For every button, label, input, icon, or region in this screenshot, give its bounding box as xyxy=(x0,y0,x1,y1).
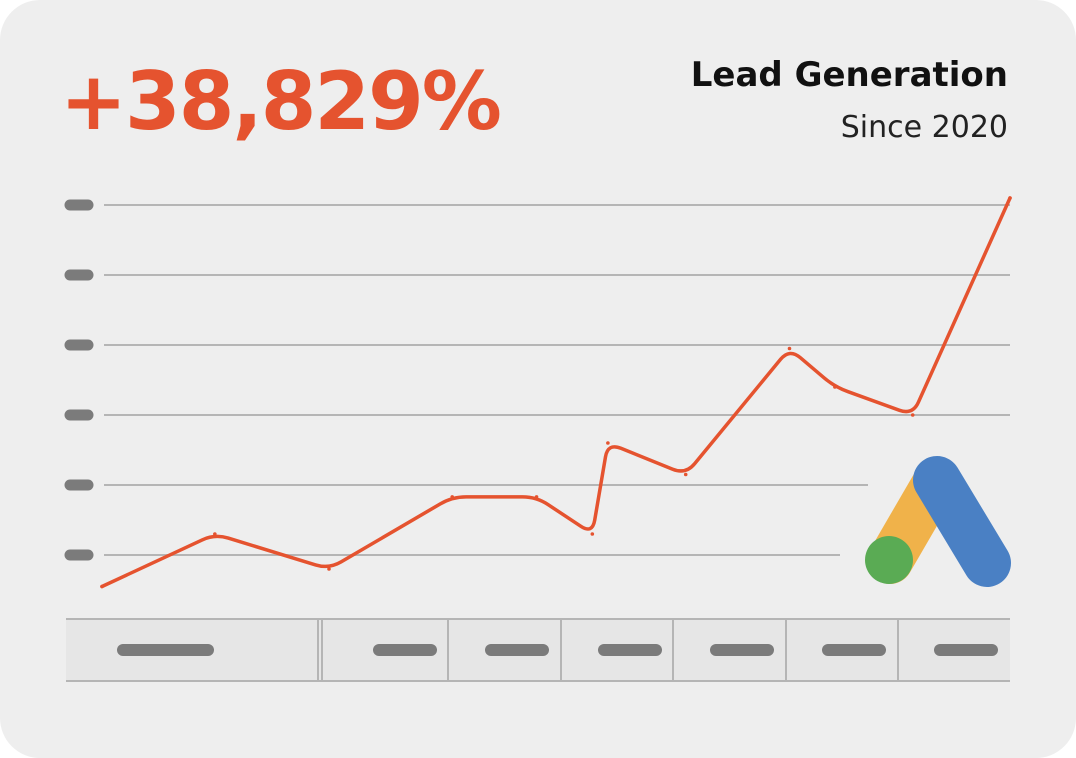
headline-stat: +38,829% xyxy=(60,55,502,148)
gridlines xyxy=(104,204,1010,556)
data-point xyxy=(910,413,915,417)
x-axis-band xyxy=(66,618,1010,682)
data-point xyxy=(787,346,792,351)
chart-title: Lead Generation xyxy=(690,55,1008,95)
data-point xyxy=(1008,196,1012,200)
data-point xyxy=(683,472,688,477)
data-point xyxy=(606,441,610,445)
series-line xyxy=(100,196,1012,589)
data-point xyxy=(327,567,331,571)
data-point xyxy=(590,532,595,536)
data-point xyxy=(450,495,455,499)
y-tick-placeholders xyxy=(64,199,94,561)
logo-green-dot xyxy=(865,536,913,584)
chart-subtitle: Since 2020 xyxy=(840,110,1008,145)
data-point xyxy=(833,385,837,389)
logo-blue-bar xyxy=(913,456,1011,587)
data-point xyxy=(100,584,104,589)
data-point xyxy=(213,532,217,536)
data-point xyxy=(534,495,539,499)
series-layer xyxy=(100,196,1012,589)
google-ads-logo-icon xyxy=(865,456,1011,587)
